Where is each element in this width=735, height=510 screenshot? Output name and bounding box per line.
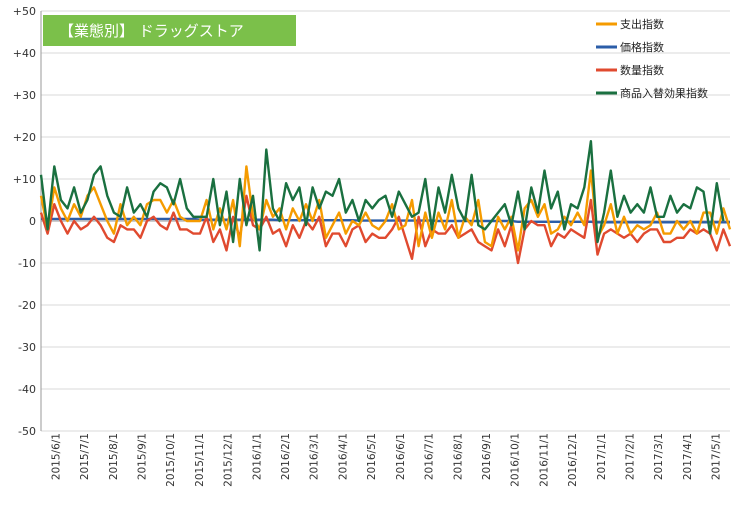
legend-label: 価格指数	[620, 40, 664, 54]
x-tick-label: 2016/5/1	[366, 433, 378, 480]
y-axis-ticks: +50 +40 +30 +20 +10 0 -10 -20 -30 -40 -50	[13, 5, 36, 438]
x-tick-label: 2016/6/1	[395, 433, 407, 480]
legend-label: 支出指数	[620, 17, 664, 31]
series-lines	[39, 139, 732, 265]
legend-label: 商品入替効果指数	[620, 86, 708, 100]
x-tick-label: 2015/8/1	[108, 433, 120, 480]
y-tick-label: 0	[29, 215, 36, 228]
x-tick-label: 2016/7/1	[424, 433, 436, 480]
y-tick-label: -30	[18, 341, 36, 354]
title-background	[43, 15, 296, 46]
x-tick-label: 2016/8/1	[452, 433, 464, 480]
x-tick-label: 2016/1/1	[251, 433, 263, 480]
legend-label: 数量指数	[620, 63, 664, 77]
x-tick-label: 2016/3/1	[309, 433, 321, 480]
y-tick-label: +20	[13, 131, 36, 144]
y-tick-label: +50	[13, 5, 36, 18]
x-tick-label: 2016/4/1	[337, 433, 349, 480]
x-tick-label: 2015/12/1	[223, 433, 235, 487]
x-tick-label: 2016/2/1	[280, 433, 292, 480]
x-tick-label: 2015/9/1	[136, 433, 148, 480]
chart-title: 【業態別】 ドラッグストア	[59, 22, 244, 40]
chart-title-box: 【業態別】 ドラッグストア	[43, 15, 296, 46]
x-tick-label: 2016/11/1	[538, 433, 550, 487]
x-tick-label: 2017/3/1	[653, 433, 665, 480]
x-tick-label: 2016/10/1	[510, 433, 522, 487]
y-tick-label: -20	[18, 299, 36, 312]
x-tick-label: 2017/5/1	[711, 433, 723, 480]
x-tick-label: 2017/2/1	[625, 433, 637, 480]
x-tick-label: 2015/11/1	[194, 433, 206, 487]
x-tick-label: 2017/1/1	[596, 433, 608, 480]
x-axis-ticks: 2015/6/1 2015/7/1 2015/8/1 2015/9/1 2015/10/…	[50, 433, 722, 487]
y-tick-label: +40	[13, 47, 36, 60]
x-tick-label: 2016/12/1	[567, 433, 579, 487]
y-tick-label: -50	[18, 425, 36, 438]
x-tick-label: 2015/6/1	[50, 433, 62, 480]
x-tick-label: 2015/10/1	[165, 433, 177, 487]
y-tick-label: -40	[18, 383, 36, 396]
y-tick-label: +30	[13, 89, 36, 102]
series-line-3	[39, 139, 725, 252]
y-tick-label: -10	[18, 257, 36, 270]
x-tick-label: 2017/4/1	[682, 433, 694, 480]
x-tick-label: 2016/9/1	[481, 433, 493, 480]
y-tick-label: +10	[13, 173, 36, 186]
x-tick-label: 2015/7/1	[79, 433, 91, 480]
series-line-2	[39, 194, 732, 265]
series-line-0	[39, 165, 732, 252]
